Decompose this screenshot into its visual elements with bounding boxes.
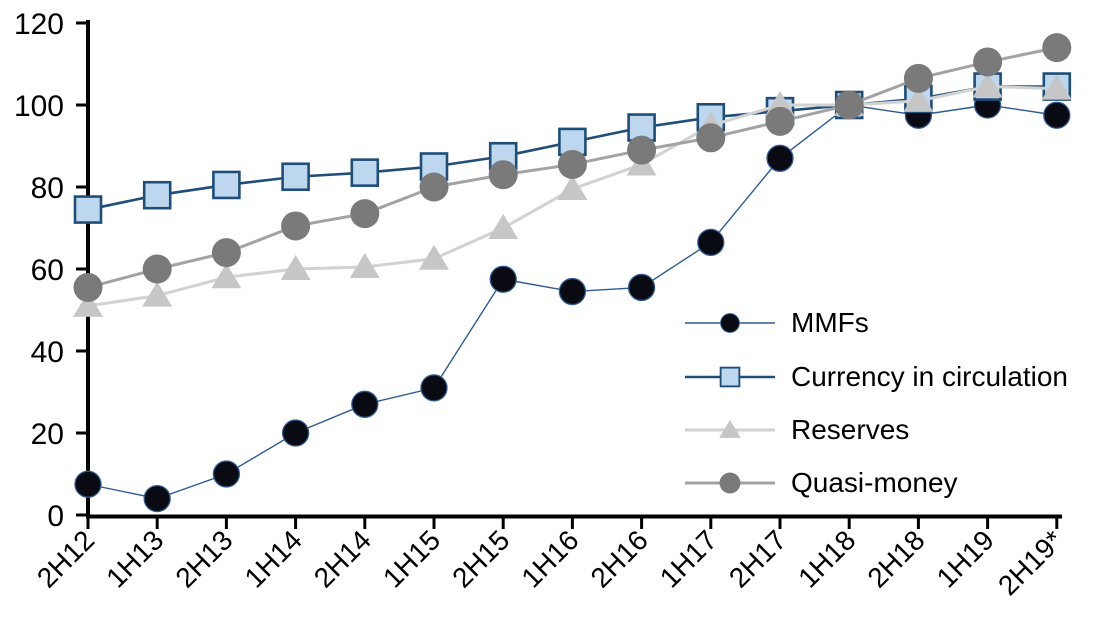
x-tick-label: 2H19* <box>992 524 1069 601</box>
data-point <box>766 144 794 172</box>
data-point <box>1041 74 1072 100</box>
data-point <box>351 390 379 418</box>
data-point <box>697 228 725 257</box>
legend-marker-reserves-icon <box>685 419 775 438</box>
x-tick-label: 1H18 <box>792 524 861 593</box>
data-point <box>903 86 934 112</box>
data-point <box>73 291 103 317</box>
x-tick-label: 2H15 <box>446 524 515 593</box>
x-tick-label: 1H19 <box>931 524 1000 593</box>
data-point <box>420 374 448 402</box>
data-point <box>142 180 172 210</box>
data-point <box>1043 101 1071 129</box>
legend-label-currency: Currency in circulation <box>791 361 1068 392</box>
y-tick-label: 100 <box>14 90 64 123</box>
x-tick-label: 2H12 <box>31 524 100 593</box>
legend-label-quasi-money: Quasi-money <box>791 467 958 498</box>
data-point <box>211 263 242 289</box>
data-point <box>350 199 380 229</box>
data-point <box>281 211 311 241</box>
legend-marker-quasi-money-icon <box>685 472 775 494</box>
legend-marker-currency-icon <box>685 366 775 388</box>
x-tick-label: 2H16 <box>585 524 654 593</box>
data-point <box>719 366 741 388</box>
data-point <box>719 472 741 494</box>
data-point <box>142 254 172 284</box>
y-tick-label: 40 <box>31 336 64 369</box>
data-point <box>627 135 657 165</box>
legend-marker-mmfs-icon <box>685 313 775 333</box>
data-point <box>74 470 102 498</box>
data-point <box>627 273 656 302</box>
data-point <box>211 238 241 268</box>
axes <box>76 20 1062 529</box>
y-tick-label: 80 <box>31 172 64 205</box>
x-tick-label: 2H17 <box>723 524 792 593</box>
legend-item-quasi-money: Quasi-money <box>681 466 958 500</box>
data-point <box>488 214 519 239</box>
y-tick-label: 120 <box>14 8 64 41</box>
data-point <box>142 281 173 307</box>
data-point <box>558 277 587 306</box>
legend-item-mmfs: MMFs <box>681 306 869 340</box>
data-point <box>350 158 380 187</box>
data-point <box>973 47 1003 77</box>
data-point <box>280 255 311 280</box>
legend-label-reserves: Reserves <box>791 414 910 445</box>
data-point <box>972 72 1003 98</box>
data-point <box>557 175 588 201</box>
data-point <box>419 244 449 270</box>
data-point <box>143 484 171 513</box>
data-point <box>719 419 741 438</box>
data-point <box>212 170 241 200</box>
x-tick-label: 2H13 <box>169 524 238 593</box>
legend-item-reserves: Reserves <box>681 413 909 447</box>
data-point <box>73 195 103 224</box>
legend-item-currency: Currency in circulation <box>681 360 1068 394</box>
data-point <box>419 172 449 202</box>
data-point <box>349 252 380 278</box>
data-point <box>73 272 103 302</box>
legend-label-mmfs: MMFs <box>791 307 869 338</box>
data-point <box>489 265 517 293</box>
data-point <box>834 90 864 120</box>
data-point <box>696 123 726 153</box>
x-tick-label: 1H14 <box>239 524 308 593</box>
series-quasi-money <box>73 33 1072 302</box>
data-point <box>557 149 587 179</box>
data-point <box>281 419 310 447</box>
data-point <box>281 162 310 192</box>
data-point <box>488 160 518 190</box>
data-point <box>212 460 241 488</box>
x-tick-label: 1H17 <box>654 524 723 593</box>
x-tick-label: 1H15 <box>377 524 446 593</box>
x-tick-label: 1H13 <box>100 524 169 593</box>
data-point <box>1042 33 1072 63</box>
x-tick-label: 1H16 <box>515 524 584 593</box>
x-tick-label: 2H14 <box>308 524 377 593</box>
data-point <box>720 313 740 333</box>
y-tick-label: 0 <box>47 500 64 533</box>
y-tick-label: 20 <box>31 418 64 451</box>
data-point <box>765 106 795 136</box>
data-point <box>903 63 933 93</box>
y-tick-label: 60 <box>31 254 64 287</box>
x-tick-label: 2H18 <box>861 524 930 593</box>
